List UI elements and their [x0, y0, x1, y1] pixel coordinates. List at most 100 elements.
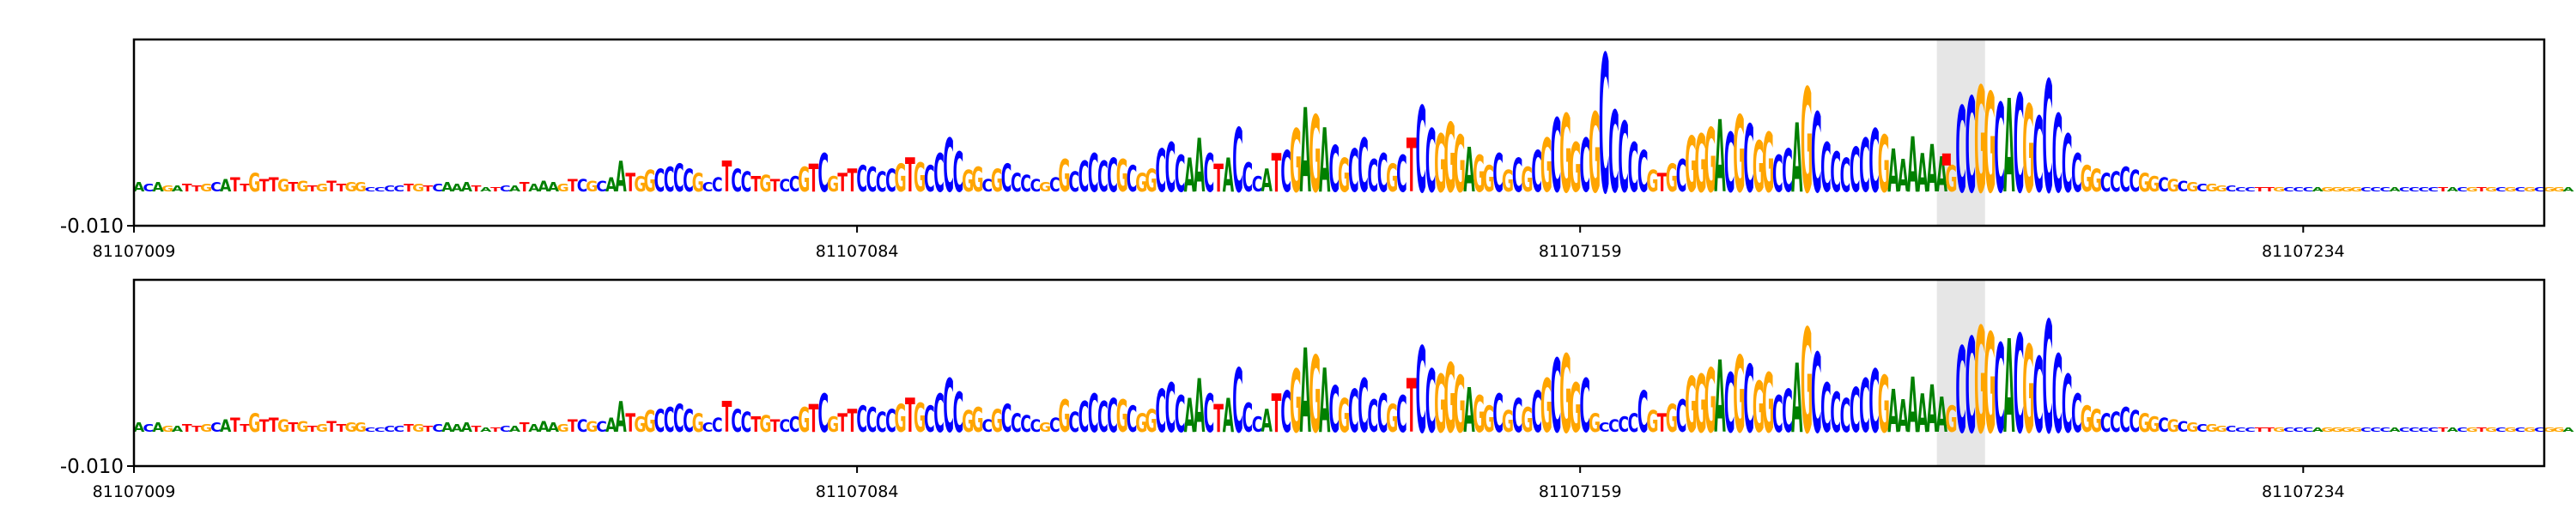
- logo-letter: C: [1358, 364, 1369, 450]
- logo-letter: T: [837, 409, 848, 438]
- logo-letter: C: [1097, 153, 1109, 202]
- logo-letter: C: [817, 383, 829, 445]
- logo-letter: T: [259, 177, 270, 196]
- logo-letter: C: [2196, 182, 2208, 195]
- logo-letter: T: [230, 174, 240, 197]
- logo-letter: T: [307, 425, 318, 434]
- logo-letter: C: [1579, 364, 1590, 450]
- logo-letter: T: [1272, 142, 1282, 204]
- logo-letter: A: [1926, 372, 1937, 447]
- logo-letter: T: [770, 177, 781, 196]
- logo-letter: A: [220, 417, 232, 436]
- highlight-band: [1936, 280, 1985, 466]
- logo-letter: C: [2360, 427, 2372, 433]
- logo-letter: C: [789, 172, 800, 197]
- logo-letter: C: [1608, 417, 1619, 436]
- logo-letter: C: [1425, 112, 1437, 213]
- logo-letter: A: [2389, 186, 2401, 193]
- logo-letter: C: [1155, 137, 1166, 206]
- logo-letter: G: [2148, 412, 2160, 437]
- logo-letter: T: [770, 417, 781, 436]
- logo-letter: G: [2543, 186, 2555, 193]
- logo-letter: C: [2283, 186, 2294, 193]
- logo-letter: C: [1492, 383, 1504, 445]
- logo-letter: C: [2379, 427, 2391, 433]
- logo-letter: G: [2138, 168, 2150, 197]
- logo-letter: A: [1714, 101, 1725, 215]
- logo-letter: G: [316, 422, 328, 435]
- logo-letter: C: [664, 402, 675, 440]
- logo-letter: G: [1694, 358, 1706, 451]
- logo-letter: G: [296, 179, 308, 196]
- logo-letter: C: [1107, 149, 1118, 203]
- logo-letter: G: [2081, 158, 2093, 201]
- logo-letter: C: [1850, 376, 1861, 446]
- logo-letter: G: [1145, 402, 1157, 439]
- logo-letter: C: [577, 417, 588, 436]
- logo-letter: C: [393, 185, 404, 194]
- logo-letter: C: [393, 425, 404, 434]
- logo-letter: C: [780, 417, 791, 436]
- logo-letter: C: [885, 161, 896, 199]
- logo-letter: C: [2178, 419, 2189, 436]
- logo-letter: G: [1589, 92, 1601, 218]
- logo-letter: C: [1127, 398, 1138, 441]
- logo-letter: G: [316, 182, 328, 195]
- logo-letter: G: [1762, 116, 1774, 211]
- logo-letter: A: [1917, 383, 1928, 445]
- logo-letter: C: [1850, 136, 1861, 206]
- logo-letter: G: [2350, 427, 2362, 433]
- logo-letter: G: [2485, 427, 2497, 433]
- logo-letter: G: [200, 422, 212, 435]
- logo-letter: C: [1579, 124, 1590, 209]
- logo-letter: G: [798, 161, 810, 200]
- logo-letter: A: [528, 422, 540, 435]
- logo-letter: T: [288, 179, 298, 194]
- logo-letter: G: [971, 402, 983, 440]
- logo-letter: A: [1184, 149, 1195, 203]
- logo-letter: A: [1319, 110, 1330, 213]
- logo-letter: C: [1637, 140, 1649, 206]
- logo-letter: C: [1242, 396, 1253, 442]
- logo-letter: C: [2515, 186, 2526, 193]
- logo-letter: A: [172, 425, 184, 434]
- logo-letter: G: [1801, 299, 1813, 465]
- logo-letter: G: [1984, 305, 1996, 464]
- logo-letter: C: [210, 179, 222, 194]
- logo-letter: G: [2331, 186, 2343, 193]
- logo-letter: T: [1213, 397, 1224, 440]
- logo-letter: C: [1030, 417, 1041, 436]
- logo-letter: G: [1502, 166, 1514, 199]
- logo-letter: G: [1454, 360, 1466, 451]
- logo-letter: T: [625, 409, 635, 438]
- logo-letter: A: [1714, 342, 1725, 456]
- logo-letter: C: [1367, 391, 1378, 443]
- logo-letter: T: [337, 422, 348, 435]
- logo-letter: G: [2505, 427, 2517, 433]
- logo-letter: G: [1309, 94, 1321, 217]
- logo-letter: C: [2110, 407, 2121, 439]
- logo-letter: C: [1232, 110, 1243, 213]
- logo-letter: G: [1974, 58, 1986, 227]
- logo-letter: T: [2438, 186, 2448, 193]
- logo-letter: G: [1646, 166, 1658, 199]
- logo-letter: G: [644, 406, 656, 439]
- logo-letter: G: [2090, 161, 2102, 199]
- logo-letter: G: [2186, 179, 2198, 194]
- logo-letter: C: [2418, 427, 2429, 433]
- logo-letter: A: [538, 179, 550, 196]
- logo-letter: G: [2148, 172, 2160, 197]
- x-tick-label: 81107159: [1539, 242, 1622, 261]
- logo-letter: G: [2553, 186, 2565, 193]
- logo-letter: G: [692, 409, 704, 438]
- logo-letter: G: [296, 419, 308, 436]
- logo-letter: G: [1434, 358, 1446, 451]
- logo-letter: C: [2293, 186, 2304, 193]
- logo-letter: C: [1001, 156, 1012, 200]
- logo-letter: G: [1309, 335, 1321, 457]
- logo-letter: C: [432, 422, 443, 435]
- logo-letter: C: [1088, 142, 1099, 204]
- logo-letter: G: [1473, 146, 1485, 204]
- logo-letter: C: [1049, 415, 1060, 437]
- logo-letter: C: [2245, 186, 2256, 193]
